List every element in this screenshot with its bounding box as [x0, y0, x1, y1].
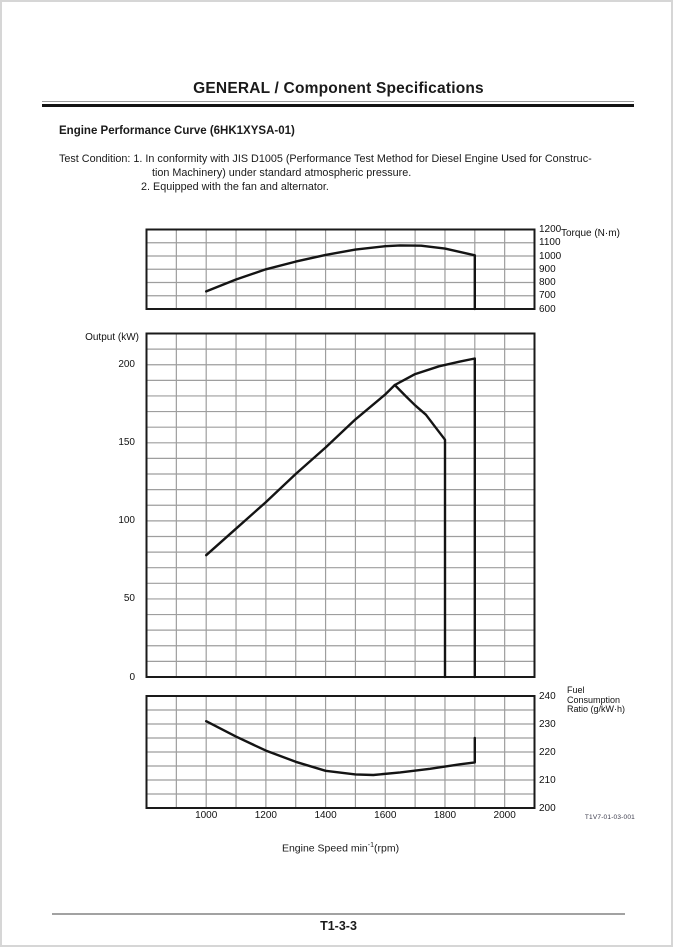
torque-y-tick-label: 900: [539, 263, 556, 275]
torque-y-tick-label: 600: [539, 303, 556, 315]
torque-y-tick-label: 700: [539, 290, 556, 302]
test-condition-line-2: tion Machinery) under standard atmospher…: [152, 167, 412, 179]
footer-rule: [52, 913, 625, 915]
x-tick-label: 1600: [374, 810, 397, 821]
fuel-y-tick-label: 220: [539, 746, 556, 758]
torque-axis-title: Torque (N·m): [561, 228, 620, 239]
fuel-axis-title-line2: Consumption: [567, 694, 621, 705]
x-axis-title: Engine Speed min-1(rpm): [281, 842, 400, 855]
test-condition-line-1: Test Condition: 1. In conformity with JI…: [59, 153, 592, 165]
section-heading: Engine Performance Curve (6HK1XYSA-01): [59, 125, 295, 137]
x-tick-label: 1800: [433, 810, 457, 821]
torque-y-tick-label: 1200: [539, 224, 562, 235]
page-title: GENERAL / Component Specifications: [193, 80, 484, 97]
fuel-y-tick-label: 240: [539, 690, 556, 702]
fuel-y-tick-label: 200: [539, 802, 556, 814]
fuel-y-tick-label: 230: [539, 718, 556, 730]
torque-curve: [204, 244, 476, 311]
page-number: T1-3-3: [320, 919, 357, 933]
fuel-axis-title-line1: Fuel: [567, 685, 585, 695]
x-tick-label: 1400: [314, 810, 337, 821]
output-plot-border: [145, 332, 536, 678]
torque-y-tick-label: 1000: [539, 250, 562, 262]
fuel-consumption-curve: [204, 720, 476, 777]
output-y-tick-label: 200: [118, 359, 135, 371]
output-y-tick-label: 50: [123, 593, 135, 605]
torque-y-tick-label: 800: [539, 277, 556, 288]
test-condition-line-3: 2. Equipped with the fan and alternator.: [141, 181, 329, 193]
output-axis-title: Output (kW): [85, 332, 139, 343]
output-y-tick-label: 150: [118, 437, 135, 449]
droop-line: [393, 383, 447, 679]
header-rule: [42, 101, 634, 108]
x-tick-label: 1000: [195, 810, 218, 821]
output-curve: [204, 357, 476, 679]
output-y-tick-label: 0: [129, 671, 135, 683]
fuel-axis-title-line3: Ratio (g/kW·h): [567, 704, 626, 715]
x-tick-label: 1200: [254, 810, 277, 821]
torque-y-tick-label: 1100: [539, 237, 561, 249]
output-y-tick-label: 100: [118, 515, 135, 527]
fuel-axis-title: Fuel Consumption Ratio (g/kW·h): [567, 685, 626, 715]
fuel-y-tick-label: 210: [539, 774, 556, 786]
fuel-plot-border: [145, 695, 536, 809]
torque-plot-border: [145, 228, 536, 310]
figure-code: T1V7-01-03-001: [584, 814, 635, 821]
x-tick-label: 2000: [493, 810, 516, 821]
